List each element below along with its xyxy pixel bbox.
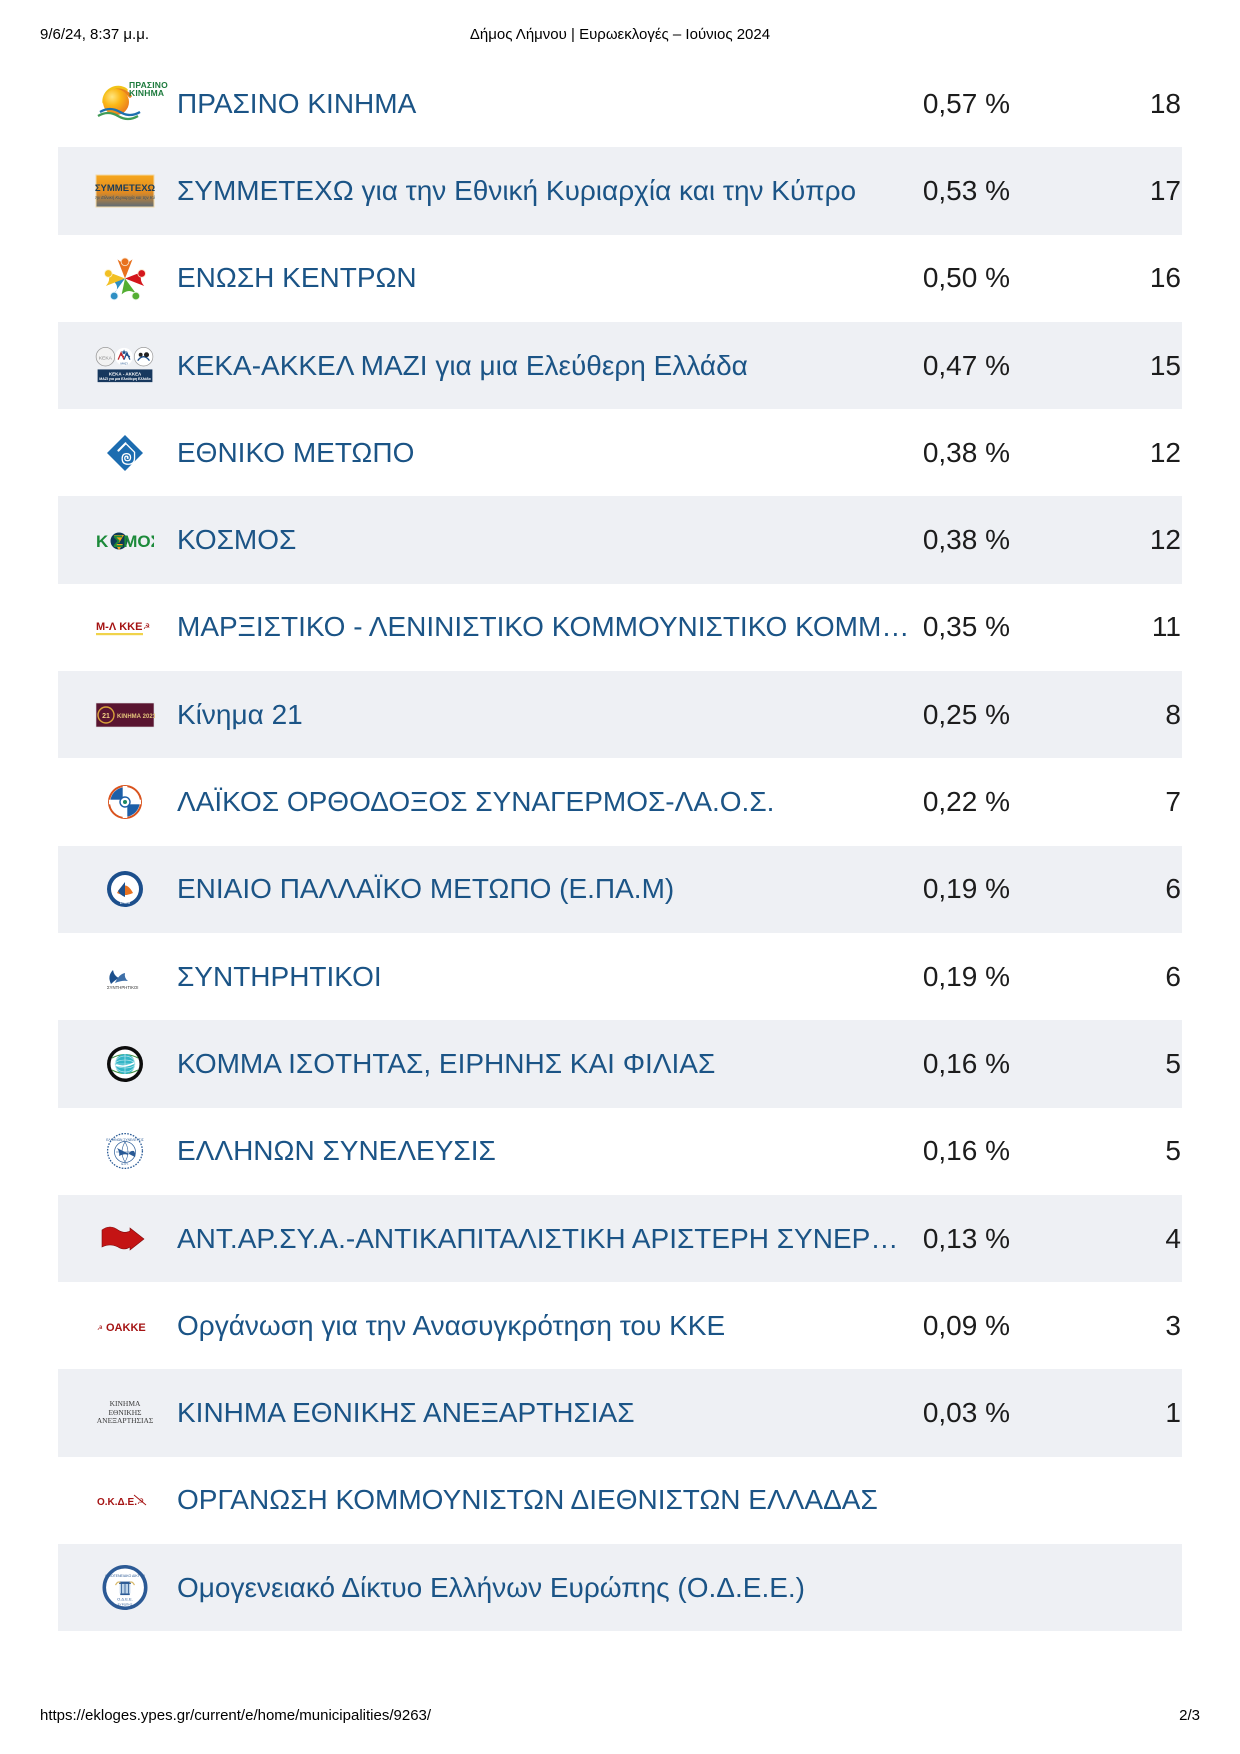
svg-text:Ε.ΣΥ.: Ε.ΣΥ. [121, 1162, 128, 1166]
svg-text:ΚΙΝΗΜΑ 2021: ΚΙΝΗΜΑ 2021 [117, 714, 155, 720]
svg-text:ΚΕΚΑ - ΑΚΚΕΛ: ΚΕΚΑ - ΑΚΚΕΛ [109, 371, 141, 376]
svg-text:ΜΑΖΙ: ΜΑΖΙ [121, 362, 128, 366]
svg-text:ΟΜΟΓΕΝΕΙΑΚΟ ΔΙΚΤΥΟ: ΟΜΟΓΕΝΕΙΑΚΟ ΔΙΚΤΥΟ [105, 1574, 145, 1578]
svg-text:Ο.Κ.Δ.Ε.: Ο.Κ.Δ.Ε. [97, 1497, 137, 1508]
svg-text:☭: ☭ [143, 622, 150, 631]
svg-text:ΣΥΜΜΕΤΕΧΩ: ΣΥΜΜΕΤΕΧΩ [95, 183, 155, 194]
svg-text:ΣΜΟΣ: ΣΜΟΣ [113, 532, 154, 551]
svg-text:ΜΑΖΙ για μια Ελεύθερη Ελλάδα: ΜΑΖΙ για μια Ελεύθερη Ελλάδα [99, 377, 151, 381]
svg-text:OAKKE: OAKKE [106, 1322, 146, 1334]
svg-text:ΔΗΜΟΚΡΑΤΙΑ: ΔΗΜΟΚΡΑΤΙΑ [115, 877, 134, 881]
svg-text:ΣΥΝΤΗΡΗΤΙΚΟΙ: ΣΥΝΤΗΡΗΤΙΚΟΙ [107, 985, 138, 990]
svg-text:για την Εθνική Κυριαρχία και τ: για την Εθνική Κυριαρχία και την Κύπρο [95, 195, 155, 200]
svg-text:☭: ☭ [97, 1324, 103, 1332]
svg-text:21: 21 [102, 713, 110, 720]
svg-text:ΕΥΡΩΠΗΣ: ΕΥΡΩΠΗΣ [118, 1602, 133, 1606]
svg-text:K: K [96, 532, 109, 551]
svg-text:ΚΕΚΑ: ΚΕΚΑ [99, 356, 113, 362]
svg-text:Ε.ΠΑ.Μ: Ε.ΠΑ.Μ [120, 901, 131, 905]
svg-text:M-Λ ΚΚΕ: M-Λ ΚΚΕ [96, 621, 142, 633]
svg-text:Ο.Δ.Ε.Ε.: Ο.Δ.Ε.Ε. [117, 1597, 133, 1602]
